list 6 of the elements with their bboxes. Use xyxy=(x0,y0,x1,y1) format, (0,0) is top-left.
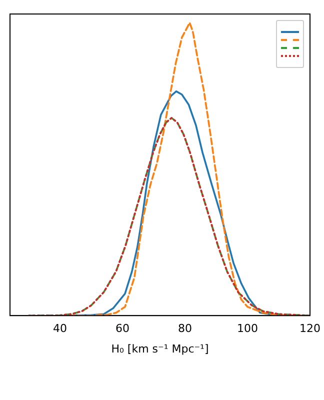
x-tick-label: 60 xyxy=(116,322,130,336)
x-tick-label: 40 xyxy=(53,322,67,336)
x-tick-label: 120 xyxy=(300,322,320,336)
x-tick-label: 80 xyxy=(178,322,192,336)
x-axis-title: H₀ [km s⁻¹ Mpc⁻¹] xyxy=(111,342,209,356)
x-tick-label: 100 xyxy=(237,322,258,336)
